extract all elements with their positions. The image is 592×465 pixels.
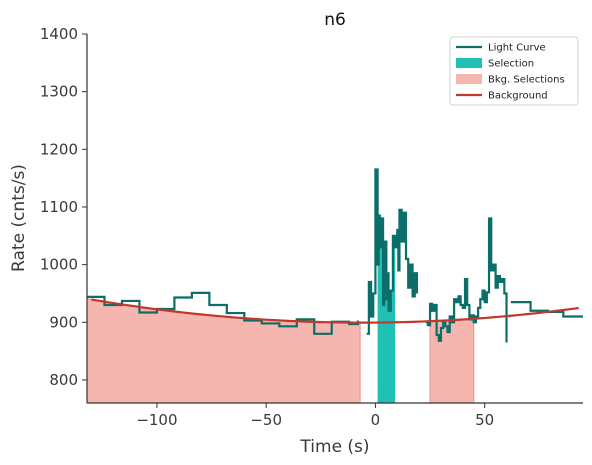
y-axis-title: Rate (cnts/s) [9, 164, 29, 272]
legend: Light Curve Selection Bkg. Selections Backg… [449, 36, 579, 106]
y-tick-label-6: 1300 [40, 83, 78, 101]
legend-label-background: Background [488, 91, 548, 102]
light-curve-segment-3 [425, 217, 508, 343]
axes [86, 34, 583, 404]
x-axis-title: Time (s) [299, 437, 369, 457]
legend-label-light-curve: Light Curve [488, 43, 546, 54]
chart-title: n6 [324, 10, 346, 30]
x-tick-label-1: −100 [136, 411, 177, 429]
y-tick-label-5: 1200 [40, 140, 78, 158]
legend-swatch-bkg-selections [456, 74, 482, 84]
light-curve-segment-2 [366, 168, 419, 335]
y-tick-label-7: 1400 [40, 25, 78, 43]
x-tick-label-2: −50 [250, 411, 282, 429]
legend-label-selection: Selection [488, 59, 534, 70]
light-curve-segment-1 [87, 291, 360, 335]
ticks: −100 −50 0 50 800 900 1000 1100 1200 1300 1400 [40, 25, 494, 429]
bkg-selection-area-1 [86, 298, 361, 404]
x-tick-label-4: 50 [475, 411, 494, 429]
y-tick-label-4: 1100 [40, 198, 78, 216]
y-tick-label-2: 900 [49, 313, 78, 331]
y-tick-label-1: 800 [49, 371, 78, 389]
legend-swatch-selection [456, 58, 482, 68]
background-curve [91, 298, 579, 324]
legend-label-bkg-selections: Bkg. Selections [488, 75, 565, 86]
legend-box [449, 36, 579, 106]
y-tick-label-3: 1000 [40, 256, 78, 274]
plot-area [86, 168, 583, 404]
x-tick-label-3: 0 [371, 411, 381, 429]
